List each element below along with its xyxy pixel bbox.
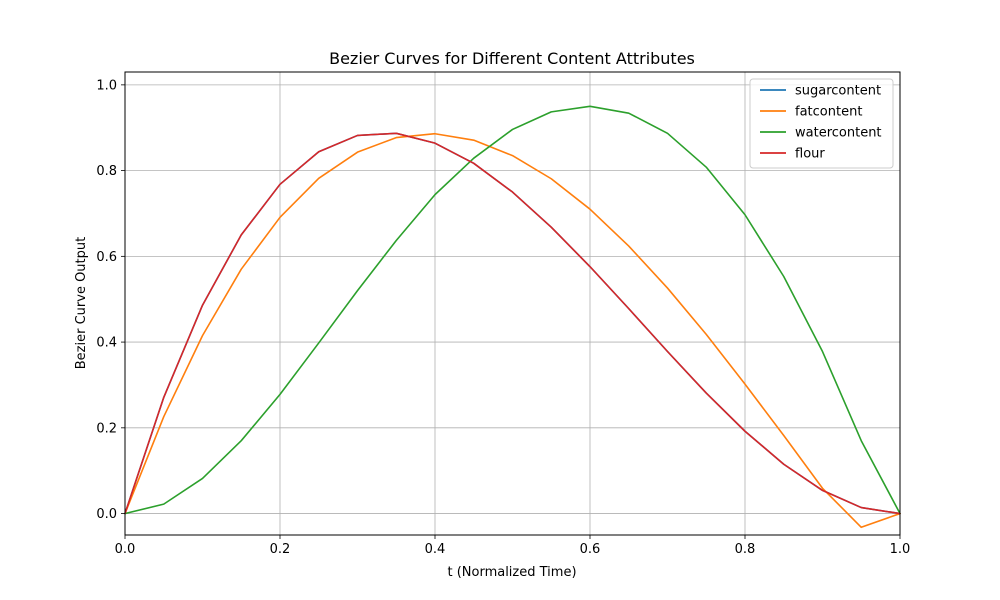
y-tick-label: 1.0: [96, 78, 117, 93]
series-lines: [124, 105, 901, 529]
x-tick-label: 0.8: [735, 542, 756, 557]
series-line-flour: [124, 132, 901, 515]
y-tick-label: 0.0: [96, 507, 117, 522]
legend-label-sugarcontent: sugarcontent: [795, 84, 881, 99]
series-line-watercontent: [124, 105, 901, 515]
y-tick-label: 0.4: [96, 336, 117, 351]
y-tick-label: 0.6: [96, 250, 117, 265]
x-tick-label: 0.4: [425, 542, 446, 557]
legend: sugarcontent fatcontent watercontent flour: [749, 78, 894, 169]
legend-label-flour: flour: [795, 147, 825, 162]
y-tick-label: 0.8: [96, 164, 117, 179]
chart-title: Bezier Curves for Different Content Attr…: [329, 49, 695, 68]
legend-label-fatcontent: fatcontent: [795, 105, 862, 120]
plot-frame: [124, 71, 901, 536]
x-axis-label: t (Normalized Time): [447, 565, 576, 580]
y-tick-label: 0.2: [96, 421, 117, 436]
legend-label-watercontent: watercontent: [795, 126, 882, 141]
x-tick-label: 0.6: [580, 542, 601, 557]
series-line-fatcontent: [124, 132, 901, 529]
legend-box: [749, 78, 894, 169]
x-tick-label: 1.0: [890, 542, 911, 557]
axis-ticks: 0.0 0.2 0.4 0.6 0.8 1.0 0.0 0.2 0.4 0.6 0.8 1.0: [96, 78, 910, 557]
x-tick-label: 0.2: [270, 542, 291, 557]
x-tick-label: 0.0: [115, 542, 136, 557]
y-axis-label: Bezier Curve Output: [74, 237, 89, 369]
